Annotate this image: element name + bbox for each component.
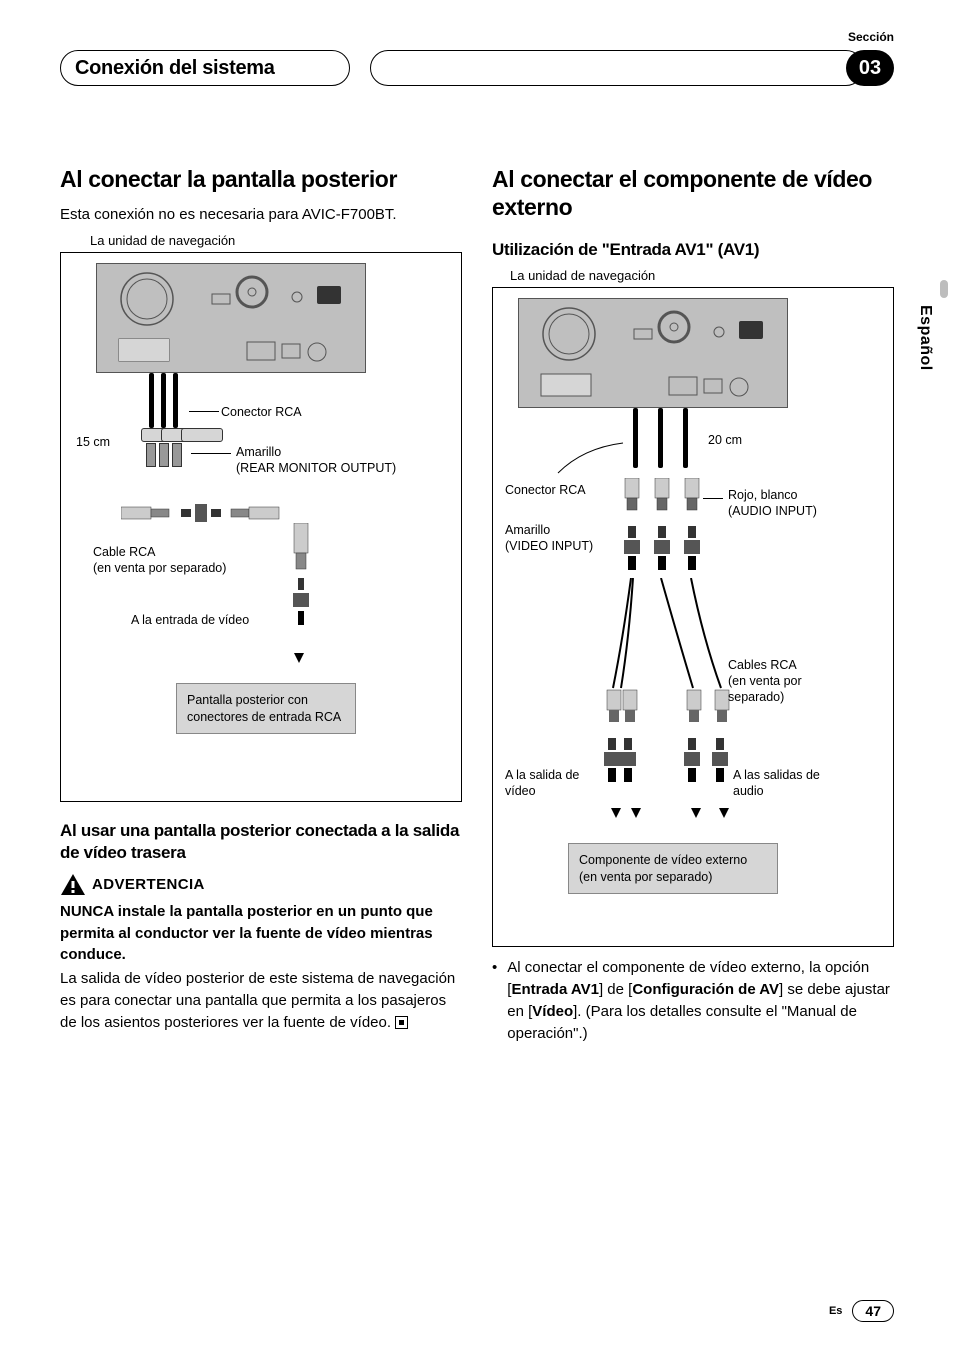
left-diagram-caption: La unidad de navegación: [90, 233, 462, 248]
right-length-label: 20 cm: [708, 433, 742, 449]
right-redwhite-2: (AUDIO INPUT): [728, 504, 817, 520]
left-to-input: A la entrada de vídeo: [131, 613, 249, 629]
left-intro: Esta conexión no es necesaria para AVIC-…: [60, 204, 462, 226]
section-label: Sección: [848, 30, 894, 44]
right-h2: Utilización de "Entrada AV1" (AV1): [492, 239, 894, 260]
right-rca-conn: Conector RCA: [505, 483, 586, 499]
warning-body-text: La salida de vídeo posterior de este sis…: [60, 968, 462, 1033]
right-h2-prefix: Utilización de: [492, 240, 602, 259]
right-heading: Al conectar el componente de vídeo exter…: [492, 166, 894, 221]
left-diagram: 15 cm Conector RCA Amarillo (REAR MONITO…: [60, 252, 462, 802]
warning-label: ADVERTENCIA: [92, 876, 205, 893]
right-to-video: A la salida de vídeo: [505, 768, 590, 799]
right-rca-cables-2: (en venta por: [728, 674, 802, 690]
left-yellow-1: Amarillo: [236, 445, 281, 461]
language-tab-marker: [940, 280, 948, 298]
left-column: Al conectar la pantalla posterior Esta c…: [60, 166, 462, 1044]
bb2: Configuración de AV: [632, 981, 779, 998]
right-to-audio: A las salidas de audio: [733, 768, 853, 799]
right-h2-suffix: (AV1): [713, 240, 759, 259]
end-mark-icon: [395, 1016, 408, 1029]
right-yellow-2: (VIDEO INPUT): [505, 539, 593, 555]
left-heading: Al conectar la pantalla posterior: [60, 166, 462, 194]
left-device-box: Pantalla posterior con conectores de ent…: [176, 683, 356, 734]
left-rca-cable-2: (en venta por separado): [93, 561, 226, 577]
left-rca-conn: Conector RCA: [221, 405, 302, 421]
bb3: Vídeo: [532, 1003, 573, 1020]
right-yellow-1: Amarillo: [505, 523, 550, 539]
language-tab: Español: [916, 305, 934, 371]
right-diagram-caption: La unidad de navegación: [510, 268, 894, 283]
right-rca-cables-3: separado): [728, 690, 784, 706]
footer-lang-code: Es: [829, 1305, 842, 1317]
warning-bold-text: NUNCA instale la pantalla posterior en u…: [60, 901, 462, 966]
bullet-dot-icon: •: [492, 957, 497, 1044]
warning-icon: [60, 873, 86, 897]
left-length-label: 15 cm: [76, 435, 110, 451]
right-column: Al conectar el componente de vídeo exter…: [492, 166, 894, 1044]
header-pill-outline: [370, 50, 864, 86]
breadcrumb: Conexión del sistema: [60, 50, 350, 86]
section-number-badge: 03: [846, 50, 894, 86]
bb1: Entrada AV1: [511, 981, 599, 998]
right-rca-cables-1: Cables RCA: [728, 658, 797, 674]
right-h2-quote: "Entrada AV1": [602, 240, 713, 259]
left-yellow-2: (REAR MONITOR OUTPUT): [236, 461, 396, 477]
bullet-text: Al conectar el componente de vídeo exter…: [507, 957, 894, 1044]
bp2: ] de [: [599, 981, 632, 998]
right-diagram: 20 cm Conector RCA Rojo, blanco (: [492, 287, 894, 947]
right-bullet: • Al conectar el componente de vídeo ext…: [492, 957, 894, 1044]
breadcrumb-title: Conexión del sistema: [61, 57, 289, 80]
right-device-box: Componente de vídeo externo (en venta po…: [568, 843, 778, 894]
right-redwhite-1: Rojo, blanco: [728, 488, 798, 504]
left-rca-cable-1: Cable RCA: [93, 545, 156, 561]
left-h2: Al usar una pantalla posterior conectada…: [60, 820, 462, 863]
page-number: 47: [852, 1300, 894, 1322]
